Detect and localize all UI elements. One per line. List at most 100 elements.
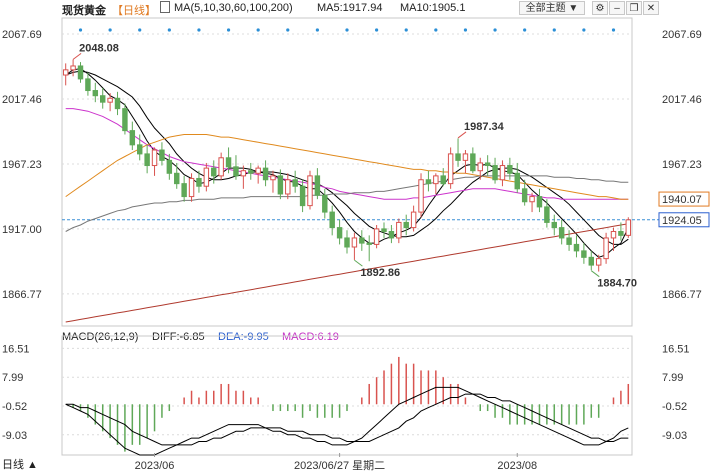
candle-down[interactable] [544, 206, 550, 223]
candle-down[interactable] [137, 144, 143, 155]
candle-down[interactable] [299, 185, 306, 207]
event-marker[interactable] [523, 28, 527, 32]
candle-down[interactable] [566, 237, 572, 245]
candle-down[interactable] [514, 172, 520, 190]
candle-down[interactable] [211, 167, 217, 177]
candle-down[interactable] [521, 188, 528, 203]
candle-up[interactable] [462, 153, 469, 161]
candle-down[interactable] [558, 227, 565, 239]
candle-down[interactable] [166, 159, 173, 174]
candle-up[interactable] [203, 167, 210, 187]
event-marker[interactable] [286, 28, 290, 32]
candle-down[interactable] [225, 157, 232, 168]
candle-up[interactable] [595, 258, 602, 266]
candle-down[interactable] [144, 153, 150, 167]
theme-dropdown-button[interactable]: 全部主题 ▼ [519, 1, 585, 15]
event-marker[interactable] [463, 28, 468, 32]
candle-up[interactable] [62, 69, 69, 76]
candle-down[interactable] [233, 166, 239, 177]
event-marker[interactable] [256, 28, 260, 32]
candle-down[interactable] [344, 237, 350, 248]
settings-icon[interactable]: ⚙ [592, 1, 608, 15]
close-icon[interactable]: ✕ [643, 1, 659, 15]
candle-up[interactable] [529, 196, 535, 203]
candle-down[interactable] [455, 153, 461, 161]
candle-down[interactable] [99, 95, 106, 103]
candle-up[interactable] [418, 179, 424, 213]
candle-down[interactable] [359, 237, 365, 244]
candle-down[interactable] [470, 153, 476, 172]
candle-down[interactable] [366, 242, 372, 245]
candle-down[interactable] [277, 175, 284, 195]
event-marker[interactable] [226, 28, 231, 32]
candle-down[interactable] [551, 221, 557, 229]
candle-down[interactable] [403, 221, 409, 229]
candle-up[interactable] [240, 170, 247, 177]
event-marker[interactable] [404, 28, 408, 32]
candle-down[interactable] [314, 175, 321, 196]
candle-up[interactable] [433, 175, 439, 185]
candle-up[interactable] [499, 165, 506, 181]
candle-down[interactable] [618, 230, 624, 236]
candle-down[interactable] [573, 243, 580, 252]
candle-down[interactable] [129, 130, 136, 146]
event-marker[interactable] [434, 28, 438, 32]
candle-up[interactable] [373, 228, 380, 245]
candle-up[interactable] [477, 162, 483, 172]
candle-down[interactable] [381, 228, 387, 232]
candle-down[interactable] [329, 211, 335, 229]
candle-up[interactable] [610, 230, 617, 239]
event-marker[interactable] [345, 28, 349, 32]
candle-down[interactable] [492, 165, 498, 181]
candle-up[interactable] [255, 167, 261, 174]
candle-down[interactable] [388, 230, 395, 239]
candle-down[interactable] [85, 78, 91, 92]
event-marker[interactable] [582, 28, 586, 32]
candle-down[interactable] [159, 149, 165, 161]
candle-down[interactable] [581, 250, 587, 258]
candle-up[interactable] [447, 153, 454, 185]
candle-down[interactable] [122, 108, 128, 132]
event-marker[interactable] [552, 28, 556, 32]
candle-up[interactable] [351, 237, 358, 248]
candle-down[interactable] [196, 177, 202, 187]
period-selector[interactable]: 【日线】 [112, 5, 156, 17]
minimize-icon[interactable]: – [609, 1, 625, 15]
candle-down[interactable] [114, 97, 121, 110]
candle-up[interactable] [270, 175, 276, 181]
candle-down[interactable] [484, 162, 491, 167]
candle-up[interactable] [218, 157, 224, 177]
candle-down[interactable] [174, 172, 180, 185]
candle-down[interactable] [77, 65, 84, 80]
candle-up[interactable] [285, 179, 291, 195]
event-marker[interactable] [78, 28, 83, 32]
candle-down[interactable] [425, 179, 432, 185]
candle-down[interactable] [336, 227, 343, 239]
candle-down[interactable] [536, 196, 543, 208]
candle-up[interactable] [107, 97, 113, 103]
candle-up[interactable] [396, 221, 402, 239]
candle-up[interactable] [603, 237, 609, 260]
candle-down[interactable] [248, 170, 254, 174]
event-marker[interactable] [375, 28, 379, 32]
event-marker[interactable] [197, 28, 201, 32]
event-marker[interactable] [138, 28, 142, 32]
event-marker[interactable] [167, 28, 171, 32]
event-marker[interactable] [611, 28, 616, 32]
candle-down[interactable] [181, 183, 187, 198]
candle-down[interactable] [507, 165, 513, 174]
candle-up[interactable] [70, 65, 76, 71]
restore-icon[interactable]: ❐ [626, 1, 642, 15]
candle-up[interactable] [410, 211, 417, 229]
candle-up[interactable] [307, 175, 313, 207]
candle-down[interactable] [440, 175, 446, 185]
ma-params-label[interactable]: MA(5,10,30,60,100,200) [174, 2, 293, 14]
event-marker[interactable] [108, 28, 112, 32]
candle-down[interactable] [292, 179, 298, 187]
candle-down[interactable] [322, 194, 328, 213]
candle-up[interactable] [151, 149, 158, 167]
candle-up[interactable] [188, 177, 195, 198]
event-marker[interactable] [315, 28, 319, 32]
candle-up[interactable] [625, 219, 632, 236]
